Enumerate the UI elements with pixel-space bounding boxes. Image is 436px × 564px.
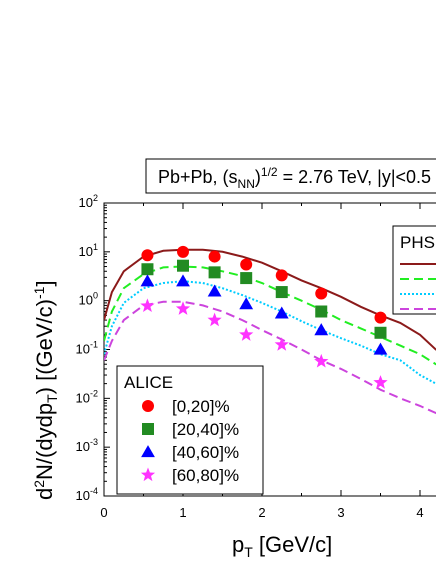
x-tick-label: 0 [100, 505, 107, 520]
data-point-triangle [274, 306, 289, 319]
y-tick-label: 101 [79, 242, 98, 259]
data-point-circle [315, 287, 328, 300]
data-point-star [274, 337, 289, 351]
x-tick-label: 2 [258, 505, 265, 520]
data-point-square [315, 305, 328, 318]
y-tick-label: 10-1 [76, 340, 98, 357]
data-point-circle [240, 258, 253, 271]
data-point-star [314, 353, 329, 368]
y-tick-label: 102 [79, 193, 98, 210]
legend-label: [20,40]% [172, 420, 239, 439]
legend-marker-circle [142, 400, 154, 412]
data-point-star [239, 327, 254, 341]
data-point-square [374, 326, 387, 339]
data-point-star [373, 375, 388, 389]
data-point-star [175, 301, 191, 315]
data-point-star [140, 298, 155, 312]
title-box [145, 158, 436, 194]
data-point-triangle [239, 297, 254, 310]
data-point-circle [208, 250, 221, 263]
data-point-star [207, 312, 222, 327]
legend-label: [60,80]% [172, 466, 239, 485]
data-point-circle [374, 311, 387, 324]
y-tick-label: 100 [79, 291, 98, 308]
legend-label: [40,60]% [172, 443, 239, 462]
x-tick-label: 4 [416, 505, 423, 520]
legend-marker-star [140, 467, 156, 482]
data-point-square [208, 266, 221, 279]
data-point-circle [275, 269, 288, 282]
chart-title: Pb+Pb, (sNN)1/2 = 2.76 TeV, |y|<0.5 [158, 165, 431, 191]
data-point-circle [177, 245, 189, 258]
model-curve-3 [104, 280, 436, 385]
data-point-circle [141, 249, 154, 262]
legend-marker-square [142, 423, 154, 435]
data-point-triangle [207, 284, 222, 297]
data-legend-box [116, 365, 264, 495]
data-point-square [177, 259, 189, 272]
x-axis-title: pT [GeV/c] [232, 532, 332, 560]
data-point-triangle [373, 342, 388, 355]
data-point-square [141, 263, 154, 276]
y-tick-label: 10-4 [76, 486, 98, 503]
x-tick-label: 3 [337, 505, 344, 520]
data-point-square [275, 286, 288, 299]
x-tick-label: 1 [179, 505, 186, 520]
data-legend-title: ALICE [124, 373, 173, 392]
data-point-triangle [314, 323, 329, 336]
data-point-triangle [140, 274, 155, 287]
y-tick-label: 10-3 [76, 437, 98, 454]
legend-marker-triangle [141, 445, 155, 458]
data-point-square [240, 272, 253, 285]
y-axis-title: d2N/(dydpT) [(GeV/c)-1] [31, 280, 60, 500]
legend-label: [0,20]% [172, 397, 230, 416]
model-legend-title: PHSD [400, 233, 436, 252]
model-legend-box [392, 225, 436, 315]
data-point-triangle [176, 274, 190, 287]
y-tick-label: 10-2 [76, 388, 98, 405]
